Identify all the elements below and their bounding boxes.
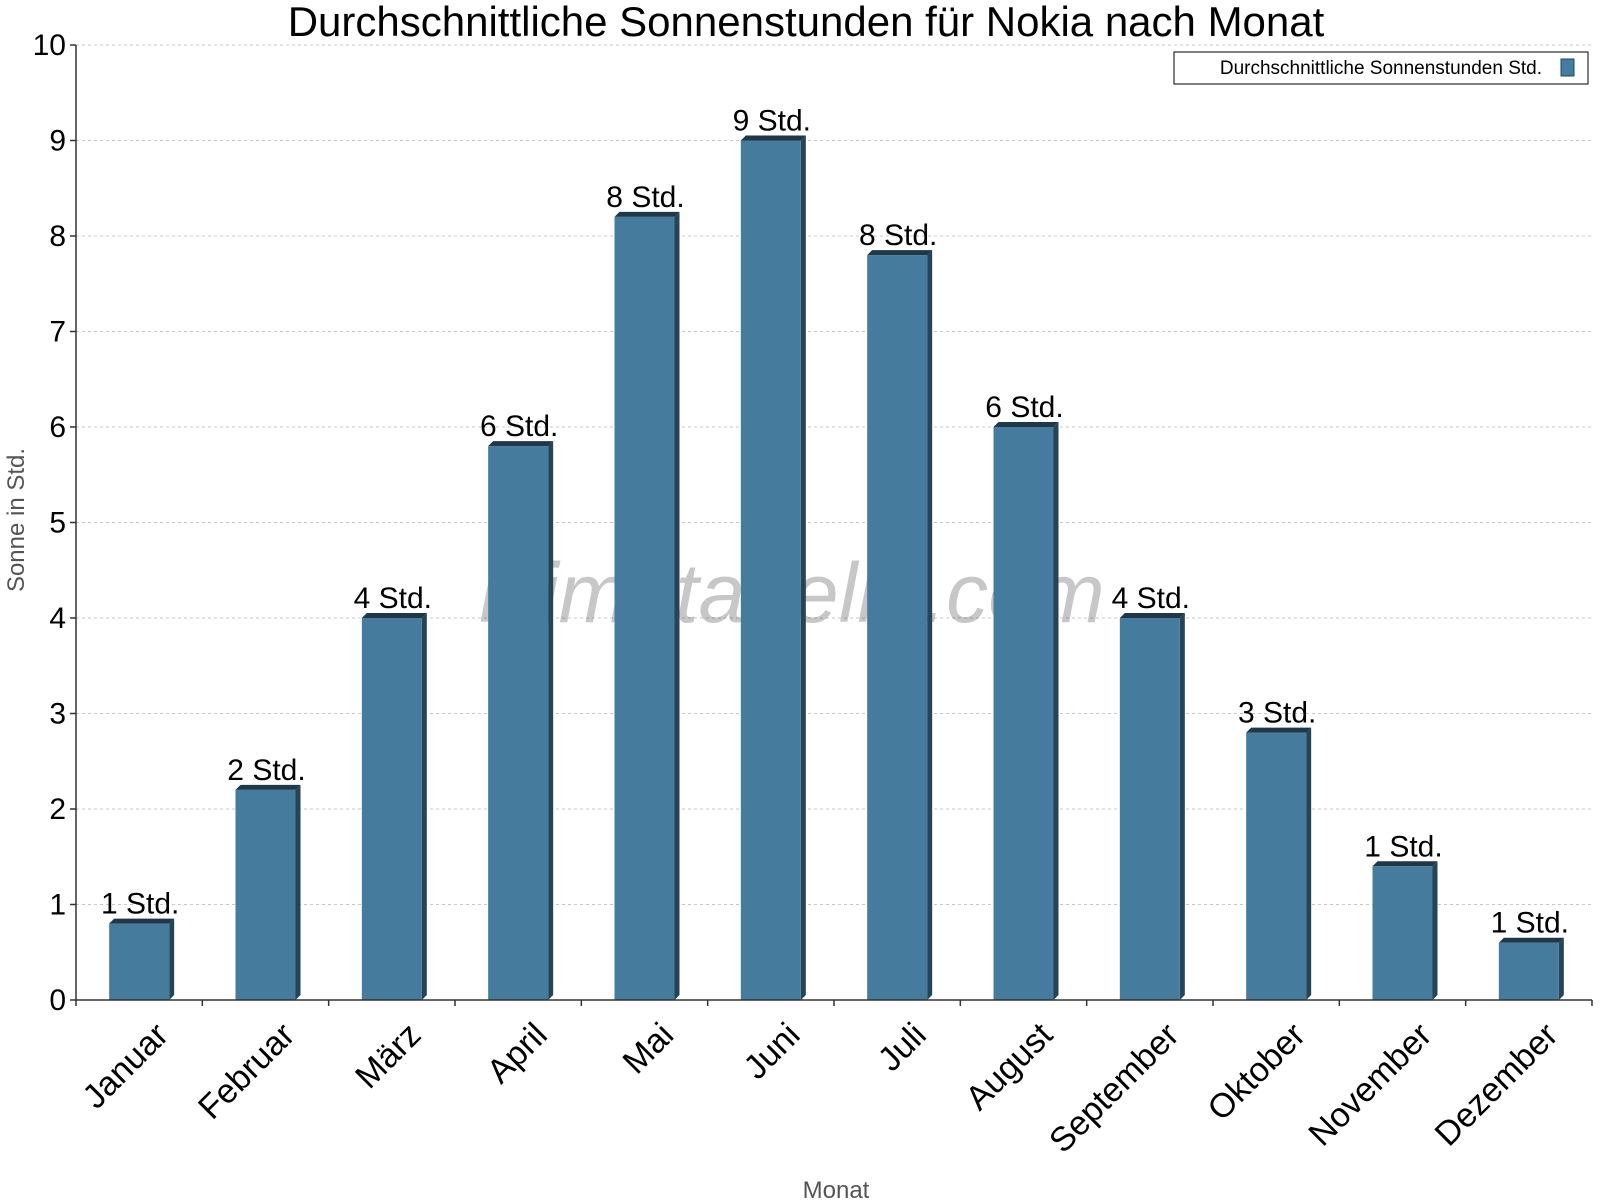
data-label: 8 Std. (606, 181, 684, 214)
x-axis-ticks: Januar Februar März April Mai Juni Juli AugustS… (75, 1000, 1593, 1160)
bar-top (993, 422, 1059, 427)
bar-top (1498, 937, 1564, 943)
bar (993, 427, 1054, 1000)
y-tick-label: 9 (49, 125, 66, 158)
bar (235, 789, 296, 1000)
x-tick-label: November (1301, 1016, 1439, 1154)
x-tick-label: Oktober (1200, 1016, 1312, 1128)
bar-side (548, 441, 554, 1001)
x-tick-label: September (1042, 1016, 1186, 1160)
data-label: 1 Std. (1491, 907, 1569, 940)
data-label: 4 Std. (354, 582, 432, 615)
x-tick-label: Januar (75, 1016, 175, 1116)
y-tick-label: 2 (49, 793, 66, 826)
x-tick-label: Mai (616, 1016, 682, 1082)
x-tick-label: Juni (736, 1016, 807, 1087)
bar-top (740, 135, 806, 141)
x-tick-label: Juli (871, 1016, 934, 1079)
y-tick-label: 6 (49, 411, 66, 444)
grid-lines (76, 44, 1592, 905)
x-tick-label: April (480, 1016, 555, 1091)
bar-top (1372, 861, 1438, 867)
bar (361, 618, 422, 1000)
bar-top (361, 613, 427, 618)
y-axis-label: Sonne in Std. (3, 448, 30, 592)
data-labels: 1 Std. 2 Std. 4 Std. 6 Std. 8 Std. 9 Std. 8 St… (101, 105, 1569, 940)
x-axis-label: Monat (803, 1177, 870, 1200)
bar-side (1432, 861, 1438, 1000)
bar-side (169, 918, 175, 1000)
y-tick-label: 7 (49, 316, 66, 349)
x-tick-label: Dezember (1428, 1016, 1566, 1154)
y-tick-label: 8 (49, 220, 66, 253)
bar-side (927, 250, 933, 1001)
x-tick-label: Februar (191, 1016, 302, 1127)
data-label: 2 Std. (227, 754, 305, 787)
bar-top (614, 211, 680, 217)
bar (1246, 732, 1307, 1000)
data-label: 4 Std. (1112, 582, 1190, 615)
bar-top (1246, 727, 1312, 733)
bar-side (674, 211, 680, 1000)
bar (740, 140, 801, 1000)
bar-side (421, 613, 427, 1000)
bar-side (1053, 422, 1059, 1000)
bar-top (235, 784, 301, 790)
data-label: 3 Std. (1238, 697, 1316, 730)
legend-swatch (1560, 58, 1575, 77)
chart-title: Durchschnittliche Sonnenstunden für Noki… (288, 0, 1325, 45)
bar (614, 216, 675, 1000)
legend-label: Durchschnittliche Sonnenstunden Std. (1220, 58, 1542, 79)
bar-side (800, 135, 806, 1000)
bar-top (867, 250, 933, 256)
data-label: 1 Std. (1364, 830, 1442, 863)
data-label: 9 Std. (733, 105, 811, 138)
data-label: 8 Std. (859, 219, 937, 252)
bar (1119, 618, 1180, 1000)
bar-side (1179, 613, 1185, 1000)
bar-side (295, 784, 301, 1000)
y-tick-label: 0 (49, 984, 66, 1017)
legend-box (1173, 51, 1589, 85)
bar (867, 255, 928, 1001)
y-axis-ticks: 0 1 2 3 4 5 6 7 8 9 10 (33, 29, 76, 1017)
legend: Durchschnittliche Sonnenstunden Std. (1173, 51, 1589, 85)
y-tick-label: 1 (49, 889, 66, 922)
y-tick-label: 4 (49, 602, 66, 635)
bar-top (109, 918, 175, 924)
y-tick-label: 10 (33, 29, 66, 62)
y-tick-label: 5 (49, 507, 66, 540)
data-label: 1 Std. (101, 888, 179, 921)
bar-side (1558, 937, 1564, 1000)
bar (1498, 942, 1559, 1000)
bar-top (488, 441, 554, 447)
data-label: 6 Std. (480, 410, 558, 443)
bar-side (1306, 727, 1312, 1000)
y-tick-label: 3 (49, 698, 66, 731)
bar-top (1119, 613, 1185, 618)
x-tick-label: August (958, 1015, 1060, 1117)
bar (1372, 866, 1433, 1000)
x-tick-label: März (348, 1016, 428, 1096)
data-label: 6 Std. (985, 391, 1063, 424)
bar (488, 446, 549, 1001)
bars (109, 135, 1564, 1001)
bar (109, 923, 170, 1000)
